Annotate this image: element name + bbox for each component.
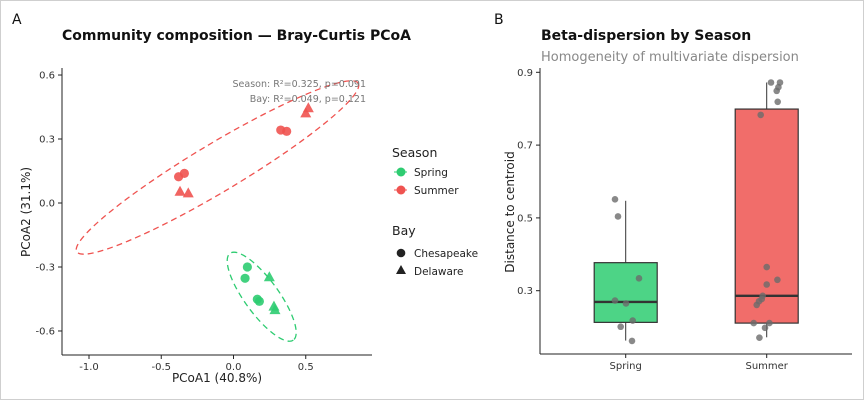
legend-key-spring xyxy=(396,167,406,177)
y-tick-label: 0.7 xyxy=(517,141,533,152)
jitter-point-summer xyxy=(757,111,764,119)
panel-b-title: Beta-dispersion by Season xyxy=(541,28,751,44)
y-tick-label: -0.6 xyxy=(35,326,55,337)
summer-box xyxy=(734,108,799,324)
point-spring-delaware xyxy=(269,304,281,315)
jitter-point-summer xyxy=(756,334,763,341)
legend-label-delaware: Delaware xyxy=(414,266,463,278)
jitter-point-summer xyxy=(761,324,769,332)
panel-b-subtitle: Homogeneity of multivariate dispersion xyxy=(541,50,799,65)
y-tick-label: 0.3 xyxy=(517,286,533,297)
annotation-season: Season: R²=0.325, p=0.091 xyxy=(233,79,367,90)
y-axis-label: PCoA2 (31.1%) xyxy=(19,167,33,257)
annotation-bay: Bay: R²=0.049, p=0.121 xyxy=(250,94,366,105)
x-tick-label: 0.0 xyxy=(226,362,242,373)
jitter-point-summer xyxy=(753,301,760,309)
point-summer-delaware xyxy=(174,185,186,196)
jitter-point-summer xyxy=(774,276,781,284)
y-axis-label: Distance to centroid xyxy=(503,151,517,272)
point-spring-chesapeake xyxy=(254,296,264,306)
panel-tag-b: B xyxy=(494,12,504,28)
legend-key-delaware xyxy=(396,265,406,274)
jitter-point-summer xyxy=(750,319,757,327)
y-tick-label: 0.9 xyxy=(517,68,533,79)
point-spring-delaware xyxy=(263,271,275,282)
legend-label-summer: Summer xyxy=(414,185,459,197)
panel-tag-a: A xyxy=(12,12,22,28)
y-tick-label: 0.3 xyxy=(39,135,55,146)
panel-a: A Community composition — Bray-Curtis PC… xyxy=(12,12,478,385)
x-axis-label: PCoA1 (40.8%) xyxy=(172,371,262,385)
legend-key-chesapeake xyxy=(396,248,406,258)
jitter-point-spring xyxy=(628,337,636,345)
jitter-point-summer xyxy=(773,87,780,95)
jitter-point-summer xyxy=(767,79,775,86)
legend-key-summer xyxy=(396,185,406,195)
spring-ellipse xyxy=(226,251,297,342)
y-tick-label: 0.5 xyxy=(517,213,533,224)
legend-label-chesapeake: Chesapeake xyxy=(414,248,478,260)
x-tick-label: -1.0 xyxy=(79,362,99,373)
summer-ellipse xyxy=(75,80,360,255)
jitter-point-summer xyxy=(763,281,770,288)
point-summer-delaware xyxy=(182,187,194,198)
panel-a-title: Community composition — Bray-Curtis PCoA xyxy=(62,28,411,44)
jitter-point-spring xyxy=(629,317,636,324)
point-summer-delaware xyxy=(302,102,314,113)
point-summer-chesapeake xyxy=(282,126,292,136)
x-tick-label: 0.5 xyxy=(298,362,314,373)
point-spring-chesapeake xyxy=(242,262,252,272)
jitter-point-spring xyxy=(635,275,643,282)
point-summer-chesapeake xyxy=(179,168,189,178)
legend-label-spring: Spring xyxy=(414,167,448,179)
y-tick-label: 0.6 xyxy=(39,71,55,82)
legend-title-season: Season xyxy=(392,145,437,160)
jitter-point-spring xyxy=(617,323,624,331)
y-tick-label: 0.0 xyxy=(39,199,55,210)
jitter-point-summer xyxy=(766,319,773,327)
jitter-point-summer xyxy=(774,98,781,106)
jitter-point-summer xyxy=(763,263,770,271)
x-tick-label: Summer xyxy=(745,361,788,372)
spring-box xyxy=(593,262,658,323)
panel-b: B Beta-dispersion by Season Homogeneity … xyxy=(494,12,852,372)
point-spring-chesapeake xyxy=(240,273,250,283)
legend: Season Spring Summer Bay Chesapeake Dela… xyxy=(392,145,478,278)
y-tick-label: -0.3 xyxy=(35,262,55,273)
jitter-point-spring xyxy=(611,196,619,203)
legend-title-bay: Bay xyxy=(392,223,416,238)
jitter-point-spring xyxy=(614,213,622,220)
x-tick-label: -0.5 xyxy=(151,362,171,373)
point-summer-delaware xyxy=(300,107,312,118)
x-tick-label: Spring xyxy=(610,361,642,372)
jitter-point-spring xyxy=(611,297,619,304)
jitter-point-spring xyxy=(622,300,630,307)
